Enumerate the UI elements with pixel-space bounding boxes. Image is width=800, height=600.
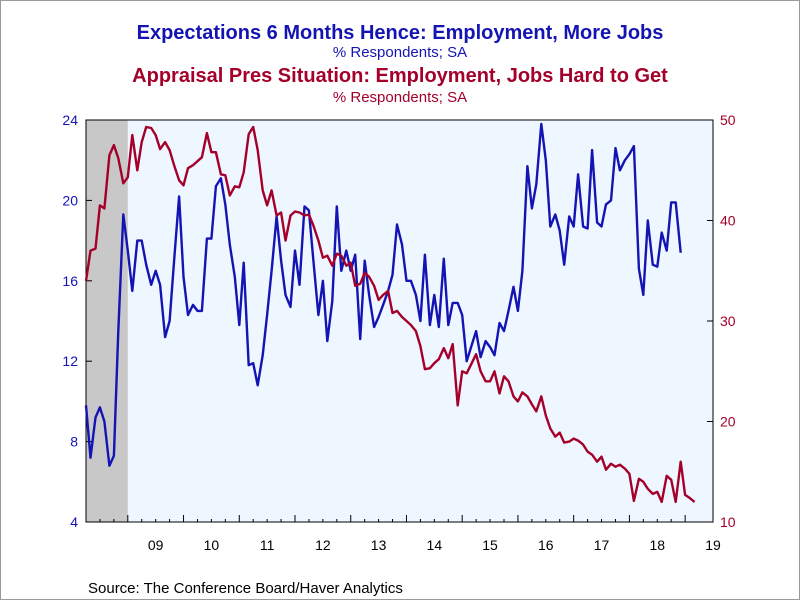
right-tick-label: 50: [720, 112, 736, 128]
x-tick-label: 10: [204, 537, 220, 553]
series-line-jobs-hard-to-get: [84, 125, 696, 504]
x-tick-label: 14: [427, 537, 443, 553]
x-tick-label: 19: [705, 537, 721, 553]
x-tick-label: 09: [148, 537, 164, 553]
chart-subtitle-blue: % Respondents; SA: [333, 44, 467, 61]
left-tick-label: 12: [62, 353, 78, 369]
plot-area: 4 8 12 16 20 24 10 20 30 40 50 09 10 11 12 13 14 15 16 17 18…: [62, 112, 735, 553]
x-tick-label: 15: [482, 537, 498, 553]
left-tick-label: 16: [62, 273, 78, 289]
chart-title-red: Appraisal Pres Situation: Employment, Jo…: [132, 65, 668, 87]
chart-title-blue: Expectations 6 Months Hence: Employment,…: [137, 22, 664, 44]
source-note: Source: The Conference Board/Haver Analy…: [88, 580, 403, 597]
plot-background: [86, 120, 713, 522]
right-tick-label: 40: [720, 213, 736, 229]
left-tick-label: 4: [70, 514, 78, 530]
right-tick-label: 10: [720, 514, 736, 530]
x-tick-label: 17: [594, 537, 610, 553]
left-tick-label: 20: [62, 192, 78, 208]
x-tick-label: 11: [260, 537, 275, 553]
series-line-more-jobs: [84, 122, 682, 467]
right-tick-label: 20: [720, 414, 736, 430]
x-tick-label: 16: [538, 537, 554, 553]
left-tick-label: 24: [62, 112, 78, 128]
chart-subtitle-red: % Respondents; SA: [333, 89, 467, 106]
x-tick-label: 12: [315, 537, 331, 553]
x-tick-label: 13: [371, 537, 387, 553]
x-tick-label: 18: [649, 537, 665, 553]
right-tick-label: 30: [720, 313, 736, 329]
left-tick-label: 8: [70, 434, 78, 450]
